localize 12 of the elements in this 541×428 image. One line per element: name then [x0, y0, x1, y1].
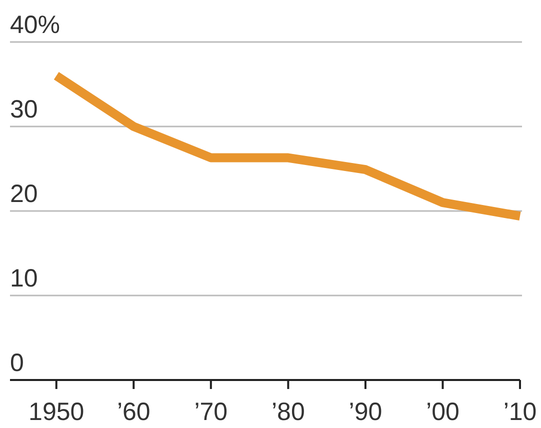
y-tick-label: 40%	[10, 11, 60, 39]
x-tick-label: ’00	[426, 398, 460, 426]
y-tick-label: 30	[10, 96, 38, 124]
y-tick-label: 20	[10, 180, 38, 208]
x-tick-label: 1950	[28, 398, 84, 426]
x-tick-label: ’80	[271, 398, 305, 426]
y-tick-label: 10	[10, 264, 38, 292]
x-tick-label: ’90	[348, 398, 382, 426]
y-tick-label: 0	[10, 349, 24, 377]
x-tick-label: ’70	[194, 398, 228, 426]
x-tick-label: ’60	[116, 398, 150, 426]
x-tick-label: ’10	[503, 398, 537, 426]
